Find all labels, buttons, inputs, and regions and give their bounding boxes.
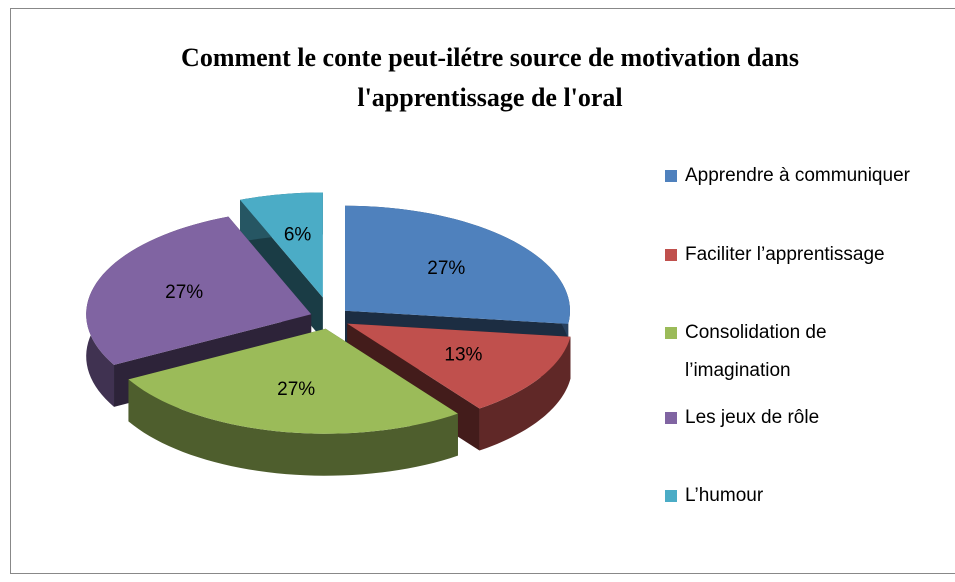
slice bbox=[240, 192, 323, 298]
slice-wall bbox=[479, 336, 571, 451]
chart-frame bbox=[10, 8, 955, 574]
legend-swatch bbox=[665, 327, 677, 339]
legend-swatch bbox=[665, 490, 677, 502]
data-label: 27% bbox=[277, 379, 315, 400]
data-label: 27% bbox=[165, 282, 203, 303]
data-label: 6% bbox=[284, 225, 312, 246]
legend-item: L’humour bbox=[665, 477, 910, 515]
legend-label: Les jeux de rôle bbox=[685, 407, 820, 428]
legend-swatch bbox=[665, 170, 677, 182]
data-label: 13% bbox=[444, 345, 482, 366]
legend-item: Apprendre à communiquer bbox=[665, 157, 910, 195]
legend-swatch bbox=[665, 249, 677, 261]
legend-label: Faciliter l’apprentissage bbox=[685, 244, 885, 265]
slice bbox=[86, 216, 312, 365]
slice bbox=[347, 323, 571, 409]
chart-title: Comment le conte peut-ilétre source de m… bbox=[181, 43, 799, 112]
legend-swatch bbox=[665, 412, 677, 424]
legend-item: Faciliter l’apprentissage bbox=[665, 236, 910, 274]
slice bbox=[345, 205, 571, 324]
data-label: 27% bbox=[427, 258, 465, 279]
legend-label: Consolidation de l’imagination bbox=[685, 322, 827, 381]
slice bbox=[128, 328, 458, 434]
legend-item: Consolidation de l’imagination bbox=[665, 314, 910, 390]
legend-item: Les jeux de rôle bbox=[665, 399, 910, 437]
slice-wall bbox=[128, 379, 458, 476]
legend-label: L’humour bbox=[685, 485, 764, 506]
legend-label: Apprendre à communiquer bbox=[685, 165, 910, 186]
